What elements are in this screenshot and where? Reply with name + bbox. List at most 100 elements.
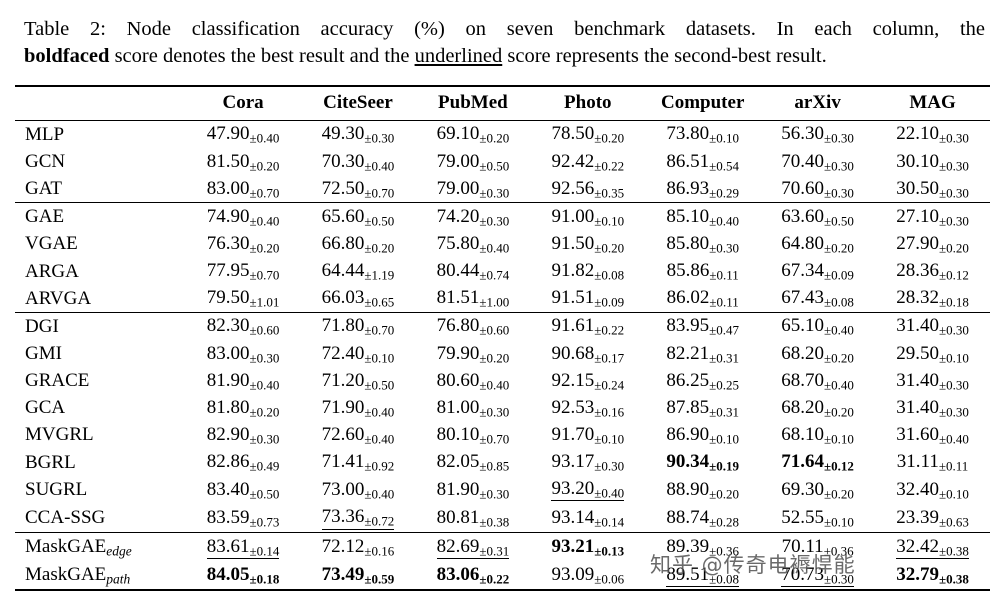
score-stddev: ±0.11 — [938, 458, 969, 474]
score-value: 31.40±0.30 — [896, 316, 969, 337]
method-label: MaskGAE — [25, 563, 107, 585]
score-cell: 83.95±0.47 — [645, 311, 761, 341]
method-name: DGI — [15, 311, 186, 341]
score-stddev: ±0.40 — [938, 431, 969, 447]
score-stddev: ±0.30 — [938, 322, 969, 338]
score-mean: 92.42 — [551, 150, 595, 172]
table-header: Cora CiteSeer PubMed Photo Computer arXi… — [15, 85, 990, 121]
score-best: 84.05±0.18 — [207, 565, 280, 586]
caption-label: Table 2: — [24, 18, 106, 40]
method-name: GCN — [15, 148, 186, 175]
score-cell: 76.30±0.20 — [186, 231, 301, 258]
column-header-citeseer: CiteSeer — [300, 85, 416, 121]
score-value: 65.60±0.50 — [322, 206, 395, 228]
score-value: 82.86±0.49 — [207, 452, 280, 473]
score-stddev: ±0.30 — [709, 240, 740, 256]
score-cell: 83.40±0.50 — [186, 476, 301, 504]
score-value: 86.51±0.54 — [666, 151, 739, 173]
score-stddev: ±0.30 — [479, 404, 510, 420]
method-label: GCA — [25, 397, 66, 419]
score-stddev: ±0.30 — [938, 185, 969, 201]
score-mean: 71.20 — [321, 369, 365, 391]
score-value: 67.43±0.08 — [781, 288, 854, 309]
score-value: 82.90±0.30 — [207, 425, 280, 446]
score-stddev: ±0.30 — [249, 431, 280, 447]
score-mean: 85.80 — [666, 233, 710, 254]
score-mean: 81.90 — [206, 369, 250, 391]
score-second-best: 70.73±0.30 — [781, 564, 854, 587]
score-value: 71.80±0.70 — [322, 316, 395, 337]
score-mean: 83.95 — [666, 315, 710, 337]
score-cell: 92.53±0.16 — [530, 394, 645, 421]
score-stddev: ±0.08 — [824, 294, 854, 310]
score-mean: 92.53 — [551, 396, 595, 418]
score-cell: 83.00±0.30 — [186, 340, 301, 367]
method-name: MVGRL — [15, 421, 186, 448]
method-label: MaskGAE — [25, 535, 107, 557]
score-stddev: ±0.10 — [709, 130, 740, 146]
score-mean: 22.10 — [896, 123, 939, 145]
score-cell: 92.15±0.24 — [530, 367, 645, 394]
score-cell: 31.60±0.40 — [875, 421, 990, 448]
score-cell: 77.95±0.70 — [186, 258, 301, 285]
score-stddev: ±0.50 — [249, 486, 280, 502]
score-value: 83.00±0.30 — [207, 343, 280, 365]
score-cell: 70.11±0.36 — [760, 532, 876, 562]
score-second-best: 93.20±0.40 — [551, 479, 625, 502]
score-value: 68.10±0.10 — [781, 425, 854, 446]
score-stddev: ±0.47 — [709, 322, 740, 338]
score-stddev: ±0.40 — [364, 486, 395, 502]
column-header-arxiv: arXiv — [760, 85, 876, 121]
score-mean: 71.80 — [321, 315, 365, 337]
table-row: MaskGAEedge 83.61±0.14 72.12±0.16 82.69±0.3… — [15, 532, 990, 562]
score-mean: 74.20 — [436, 205, 480, 227]
score-mean: 76.30 — [206, 233, 250, 254]
score-cell: 84.05±0.18 — [186, 561, 301, 590]
score-cell: 80.10±0.70 — [415, 421, 530, 448]
table-row: GRACE 81.90±0.40 71.20±0.50 80.60±0.40 92.15… — [15, 367, 990, 394]
score-mean: 82.86 — [206, 451, 250, 473]
score-cell: 32.42±0.38 — [875, 532, 990, 562]
score-cell: 87.85±0.31 — [645, 394, 760, 421]
score-cell: 70.30±0.40 — [301, 148, 416, 175]
score-stddev: ±0.31 — [709, 350, 740, 366]
score-value: 92.56±0.35 — [551, 178, 625, 201]
score-stddev: ±0.20 — [594, 130, 625, 146]
score-mean: 86.90 — [666, 423, 710, 445]
score-stddev: ±0.30 — [479, 213, 510, 229]
score-cell: 69.10±0.20 — [415, 120, 530, 148]
method-name: ARVGA — [15, 285, 186, 313]
score-cell: 74.90±0.40 — [185, 202, 301, 231]
score-cell: 64.80±0.20 — [760, 231, 875, 258]
score-cell: 85.10±0.40 — [645, 202, 761, 231]
score-value: 81.90±0.40 — [206, 369, 280, 392]
score-value: 68.20±0.20 — [781, 397, 854, 419]
score-stddev: ±0.20 — [824, 240, 854, 256]
score-stddev: ±0.06 — [594, 571, 625, 587]
score-value: 72.60±0.40 — [322, 425, 395, 446]
score-cell: 82.21±0.31 — [645, 340, 760, 367]
score-value: 76.80±0.60 — [437, 316, 510, 337]
score-mean: 88.74 — [666, 506, 710, 528]
score-cell: 65.10±0.40 — [760, 311, 876, 341]
table-row: GAT 83.00±0.70 72.50±0.70 79.00±0.30 92.56±0… — [15, 175, 990, 203]
score-cell: 86.51±0.54 — [645, 148, 760, 175]
table-row: GAE 74.90±0.40 65.60±0.50 74.20±0.30 91.00±0… — [15, 202, 990, 231]
score-mean: 72.60 — [321, 423, 365, 445]
method-label: CCA-SSG — [25, 507, 106, 529]
score-stddev: ±0.30 — [938, 158, 969, 174]
score-value: 71.20±0.50 — [321, 369, 395, 392]
score-cell: 30.10±0.30 — [875, 148, 990, 175]
table-row: MaskGAEpath 84.05±0.18 73.49±0.59 83.06±0.2… — [15, 561, 990, 590]
score-stddev: ±0.18 — [249, 571, 280, 587]
score-stddev: ±0.30 — [824, 130, 854, 146]
score-mean: 31.40 — [896, 315, 939, 337]
score-value: 73.80±0.10 — [666, 124, 739, 145]
score-mean: 56.30 — [781, 123, 825, 145]
method-label: ARGA — [25, 260, 79, 282]
score-cell: 32.79±0.38 — [875, 561, 990, 590]
score-stddev: ±0.22 — [594, 322, 625, 338]
score-stddev: ±0.35 — [594, 185, 625, 201]
results-table: Cora CiteSeer PubMed Photo Computer arXi… — [15, 84, 990, 592]
score-stddev: ±0.60 — [249, 322, 280, 338]
